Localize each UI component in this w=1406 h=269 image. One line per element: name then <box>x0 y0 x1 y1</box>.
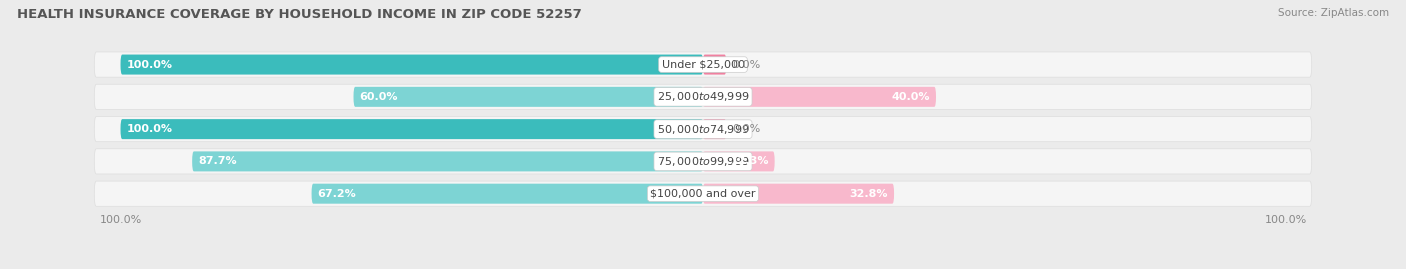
FancyBboxPatch shape <box>193 151 703 171</box>
FancyBboxPatch shape <box>353 87 703 107</box>
Text: $100,000 and over: $100,000 and over <box>650 189 756 199</box>
FancyBboxPatch shape <box>94 52 1312 77</box>
Text: $25,000 to $49,999: $25,000 to $49,999 <box>657 90 749 103</box>
FancyBboxPatch shape <box>703 119 727 139</box>
Text: 0.0%: 0.0% <box>733 59 761 70</box>
FancyBboxPatch shape <box>121 55 703 75</box>
Text: $50,000 to $74,999: $50,000 to $74,999 <box>657 123 749 136</box>
FancyBboxPatch shape <box>94 84 1312 109</box>
FancyBboxPatch shape <box>94 149 1312 174</box>
Text: 60.0%: 60.0% <box>360 92 398 102</box>
Text: 40.0%: 40.0% <box>891 92 931 102</box>
Text: 67.2%: 67.2% <box>318 189 356 199</box>
Text: 87.7%: 87.7% <box>198 156 236 167</box>
Text: Source: ZipAtlas.com: Source: ZipAtlas.com <box>1278 8 1389 18</box>
Text: 32.8%: 32.8% <box>849 189 889 199</box>
Text: $75,000 to $99,999: $75,000 to $99,999 <box>657 155 749 168</box>
FancyBboxPatch shape <box>94 181 1312 206</box>
FancyBboxPatch shape <box>703 151 775 171</box>
Text: 100.0%: 100.0% <box>127 59 173 70</box>
FancyBboxPatch shape <box>121 119 703 139</box>
FancyBboxPatch shape <box>94 116 1312 142</box>
FancyBboxPatch shape <box>703 184 894 204</box>
FancyBboxPatch shape <box>703 55 727 75</box>
Text: 0.0%: 0.0% <box>733 124 761 134</box>
Text: Under $25,000: Under $25,000 <box>661 59 745 70</box>
FancyBboxPatch shape <box>703 87 936 107</box>
Text: 12.3%: 12.3% <box>730 156 769 167</box>
Text: HEALTH INSURANCE COVERAGE BY HOUSEHOLD INCOME IN ZIP CODE 52257: HEALTH INSURANCE COVERAGE BY HOUSEHOLD I… <box>17 8 582 21</box>
FancyBboxPatch shape <box>312 184 703 204</box>
Text: 100.0%: 100.0% <box>127 124 173 134</box>
